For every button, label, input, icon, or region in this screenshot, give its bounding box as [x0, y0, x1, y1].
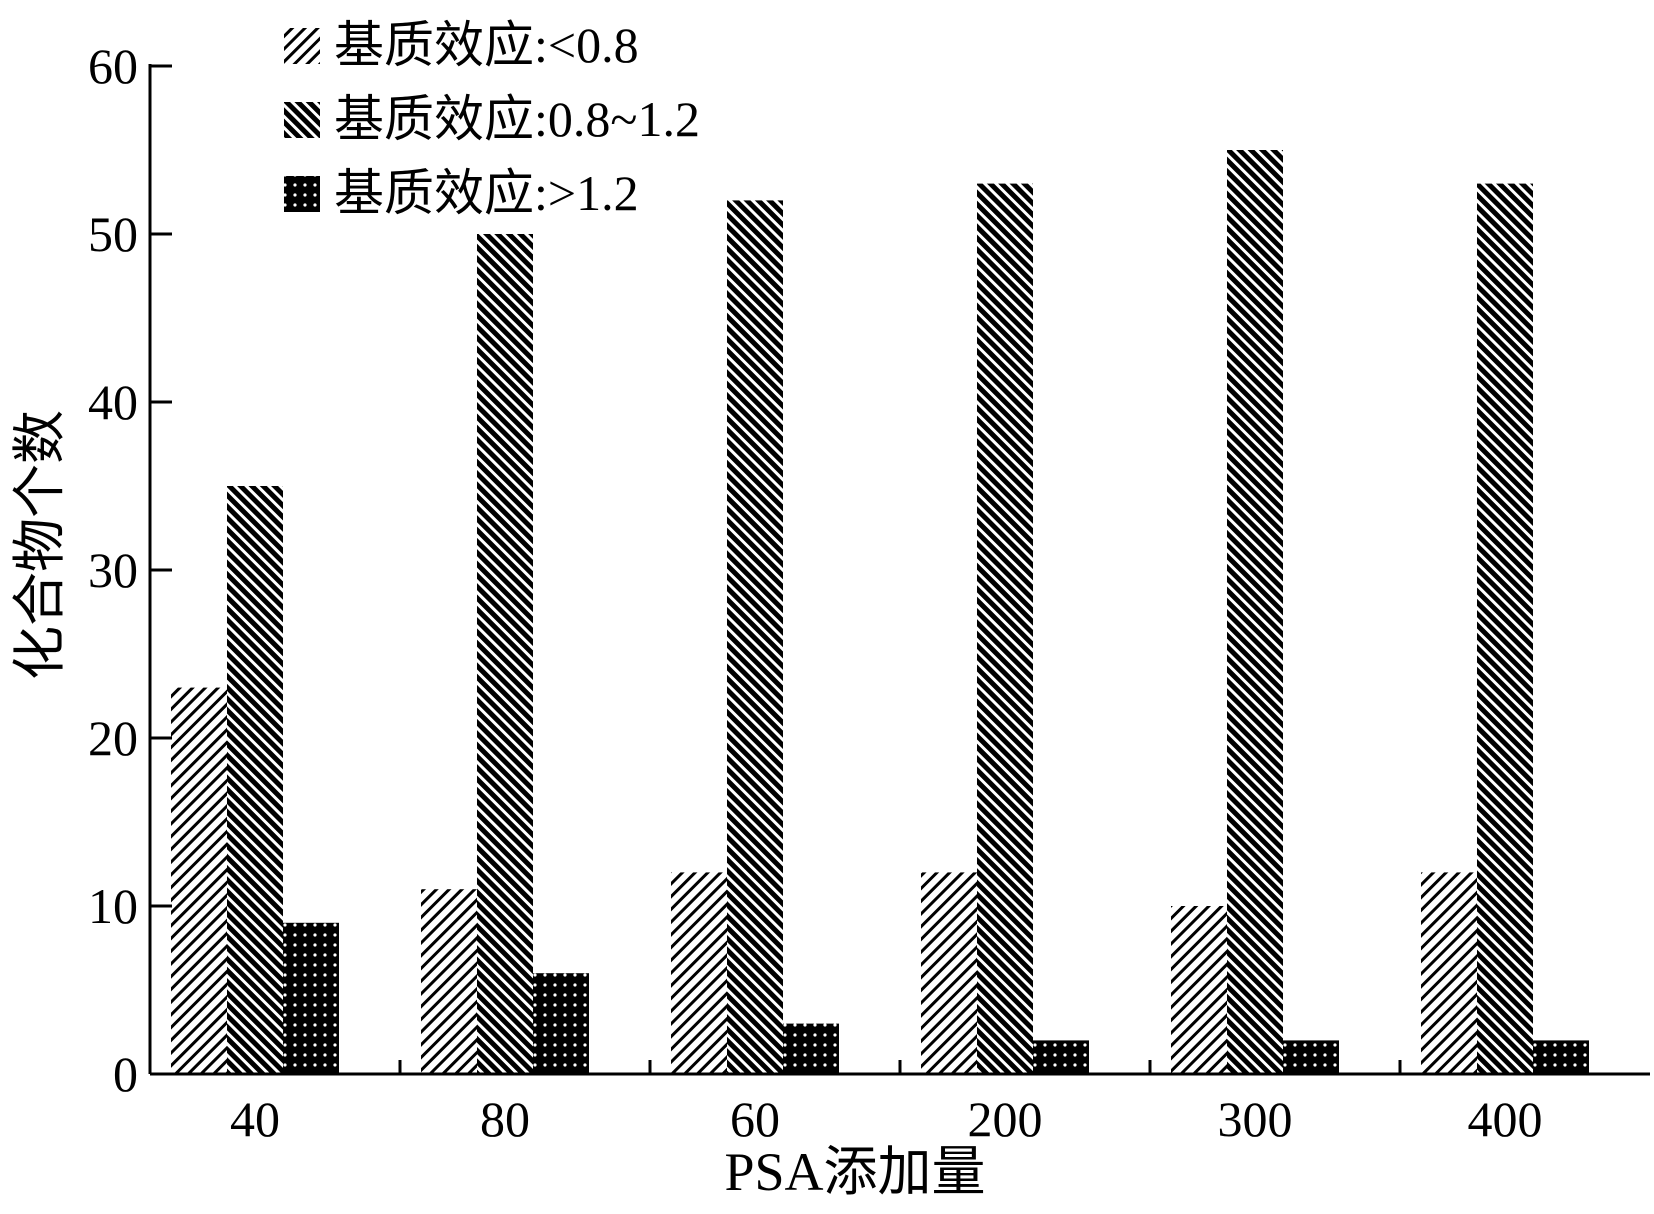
x-axis-ticks: 40 80 60 200 300 400	[230, 1060, 1543, 1147]
x-tick-label: 80	[480, 1091, 530, 1147]
y-tick-label: 0	[113, 1046, 138, 1102]
x-tick-label: 400	[1468, 1091, 1543, 1147]
x-tick-label: 60	[730, 1091, 780, 1147]
bar-s1-400	[1421, 872, 1477, 1074]
bar-s1-80	[421, 889, 477, 1074]
legend-label: 基质效应:0.8~1.2	[334, 91, 700, 147]
y-tick-label: 60	[88, 38, 138, 94]
bar-s1-60	[671, 872, 727, 1074]
x-tick-label: 40	[230, 1091, 280, 1147]
bar-series-group	[171, 150, 1589, 1075]
y-axis-ticks: 0 10 20 30 40 50 60	[88, 38, 172, 1102]
y-tick-label: 10	[88, 878, 138, 934]
legend-label: 基质效应:<0.8	[334, 17, 639, 73]
y-tick-label: 50	[88, 206, 138, 262]
legend: 基质效应:<0.8 基质效应:0.8~1.2 基质效应:>1.2	[284, 17, 700, 221]
legend-swatch	[284, 102, 320, 138]
bar-s2-60	[727, 200, 783, 1074]
bar-s1-200	[921, 872, 977, 1074]
bar-s3-300	[1283, 1040, 1339, 1074]
legend-label: 基质效应:>1.2	[334, 165, 639, 221]
x-tick-label: 200	[968, 1091, 1043, 1147]
y-tick-label: 20	[88, 710, 138, 766]
bar-s2-200	[977, 183, 1033, 1075]
legend-swatch	[284, 176, 320, 212]
y-axis-title: 化合物个数	[10, 410, 70, 680]
bar-s2-40	[227, 486, 283, 1074]
y-tick-label: 40	[88, 374, 138, 430]
x-tick-label: 300	[1218, 1091, 1293, 1147]
legend-swatch	[284, 28, 320, 64]
bar-s3-60	[783, 1023, 839, 1074]
y-tick-label: 30	[88, 542, 138, 598]
bar-s2-80	[477, 234, 533, 1074]
bar-s1-300	[1171, 906, 1227, 1074]
bar-s3-200	[1033, 1040, 1089, 1074]
bar-s2-400	[1477, 183, 1533, 1075]
bar-s3-40	[283, 922, 339, 1074]
bar-s3-80	[533, 973, 589, 1074]
x-axis-title: PSA添加量	[724, 1142, 985, 1202]
bar-s2-300	[1227, 150, 1283, 1074]
bar-s1-40	[171, 687, 227, 1074]
bar-s3-400	[1533, 1040, 1589, 1074]
